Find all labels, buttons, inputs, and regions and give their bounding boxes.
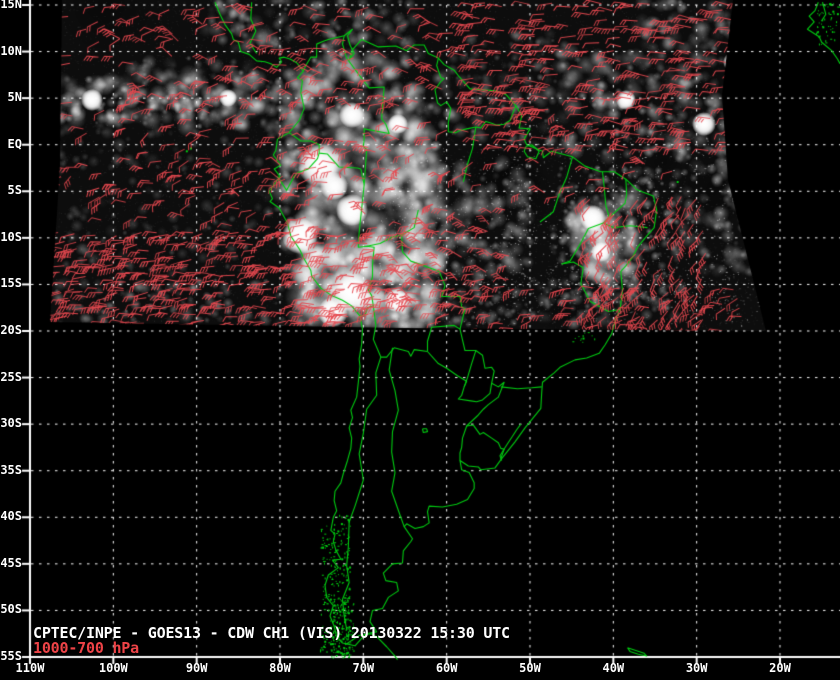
wind-level-legend: 1000-700 hPa	[33, 639, 139, 657]
caption-block: CPTEC/INPE - GOES13 - CDW CH1 (VIS) 2013…	[33, 624, 510, 657]
product-caption: CPTEC/INPE - GOES13 - CDW CH1 (VIS) 2013…	[33, 624, 510, 642]
